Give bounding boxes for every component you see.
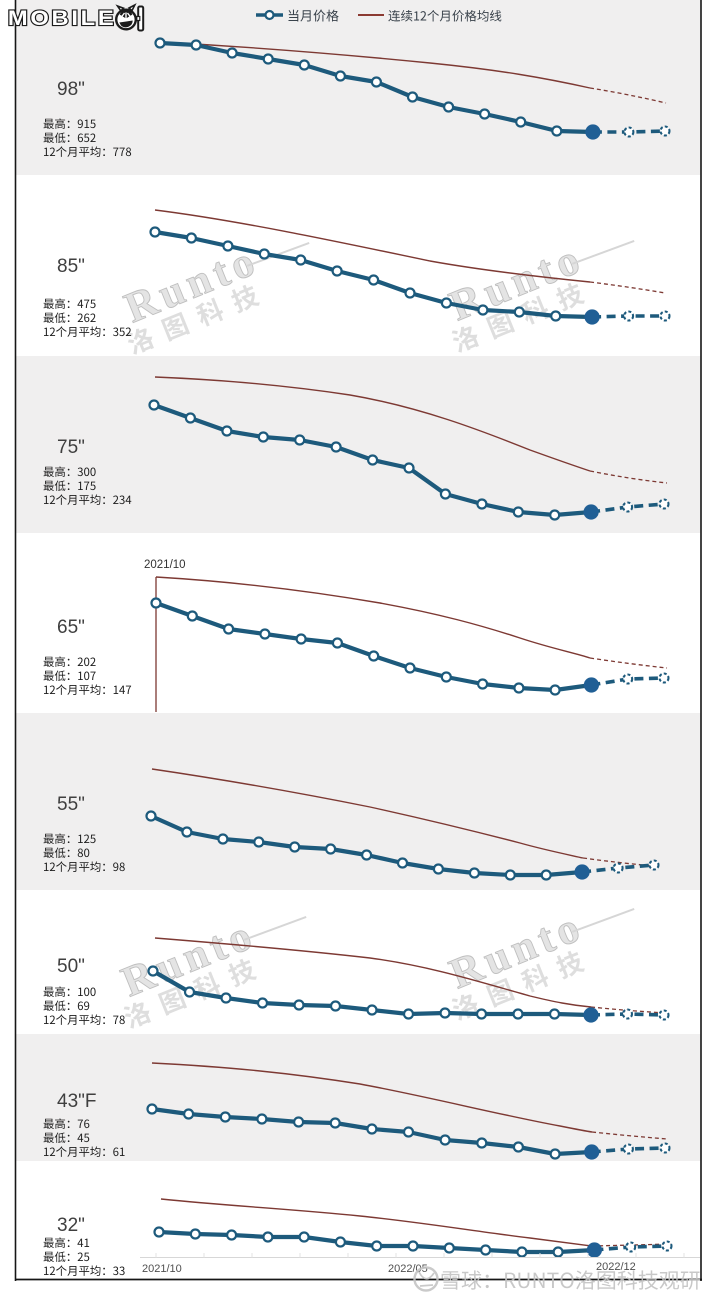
svg-text:65": 65" bbox=[57, 617, 85, 638]
svg-text:MOBILE: MOBILE bbox=[8, 6, 116, 29]
svg-text:98": 98" bbox=[57, 79, 85, 100]
svg-text:50": 50" bbox=[57, 956, 85, 977]
svg-text:43"F: 43"F bbox=[57, 1091, 96, 1112]
svg-text:2021/10: 2021/10 bbox=[144, 559, 186, 571]
svg-text:32": 32" bbox=[57, 1215, 85, 1236]
svg-text:2022/12: 2022/12 bbox=[596, 1261, 636, 1273]
svg-text:75": 75" bbox=[57, 437, 85, 458]
svg-text:2021/10: 2021/10 bbox=[142, 1263, 182, 1275]
svg-text:55": 55" bbox=[57, 794, 85, 815]
svg-text:85": 85" bbox=[57, 256, 85, 277]
